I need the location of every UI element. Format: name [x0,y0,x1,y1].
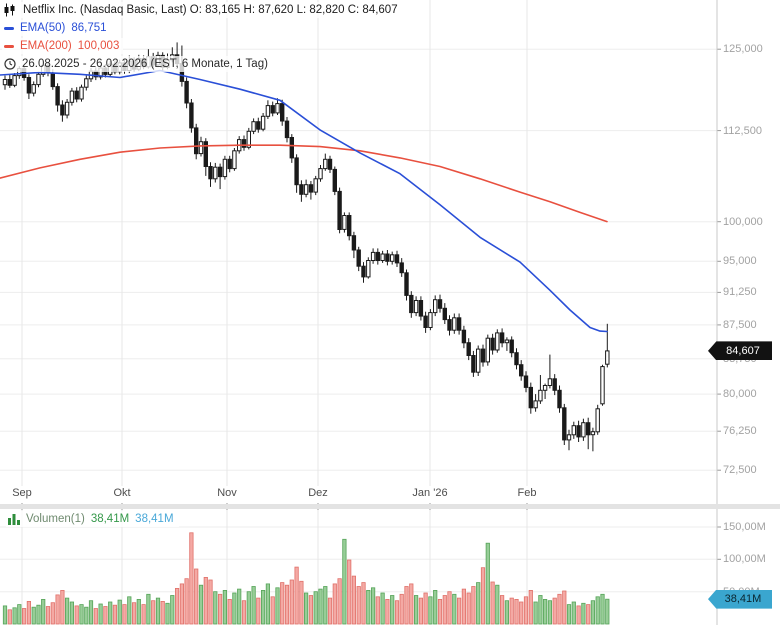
month-label: Jan '26 [412,487,448,499]
ema200-legend[interactable]: EMA(200) 100,003 [2,38,124,54]
candlestick-chart-icon [4,3,17,17]
month-label: Dez [308,487,328,499]
month-label: Nov [217,487,237,499]
ema50-swatch [4,26,14,30]
volume-legend[interactable]: Volumen(1) 38,41M 38,41M [6,511,179,527]
volume-last-value: 38,41M [135,513,174,525]
volume-tick-label: 100,00M [723,553,766,566]
price-tick-label: 95,000 [723,255,757,268]
price-tick-label: 87,500 [723,318,757,331]
ema50-legend[interactable]: EMA(50) 86,751 [2,20,111,36]
date-range-row: 26.08.2025 - 26.02.2026 (EST, 6 Monate, … [2,56,272,72]
clock-icon [4,58,16,70]
month-label: Sep [12,487,32,499]
chart-header: Netflix Inc. (Nasdaq Basic, Last) O: 83,… [2,2,402,72]
month-label: Okt [113,487,131,499]
ema200-swatch [4,44,14,48]
price-tick-label: 91,250 [723,286,757,299]
panel-separator[interactable] [0,504,780,509]
ema200-value: 100,003 [77,40,120,52]
price-tick-label: 112,500 [723,124,762,137]
price-tick-label: 125,000 [723,43,763,56]
volume-indicator-label: Volumen(1) [26,513,85,525]
last-price-value: 84,607 [726,344,760,357]
symbol-title: Netflix Inc. (Nasdaq Basic, Last) O: 83,… [23,4,398,16]
volume-bars-icon [8,513,20,525]
ema50-label: EMA(50) [20,22,66,34]
date-range: 26.08.2025 - 26.02.2026 (EST, 6 Monate, … [22,58,268,70]
price-tick-label: 72,500 [723,464,757,477]
month-label: Feb [517,487,537,499]
last-volume-value: 38,41M [724,593,762,606]
volume-value: 38,41M [90,513,130,525]
price-tick-label: 100,000 [723,215,763,228]
price-tick-label: 76,250 [723,425,757,438]
ema50-value: 86,751 [71,22,107,34]
price-tick-label: 80,000 [723,388,757,401]
last-price-badge: 84,607 [708,341,772,361]
last-volume-badge: 38,41M [708,589,772,609]
volume-tick-label: 150,00M [723,520,766,533]
ema200-label: EMA(200) [20,40,72,52]
symbol-row: Netflix Inc. (Nasdaq Basic, Last) O: 83,… [2,2,402,18]
